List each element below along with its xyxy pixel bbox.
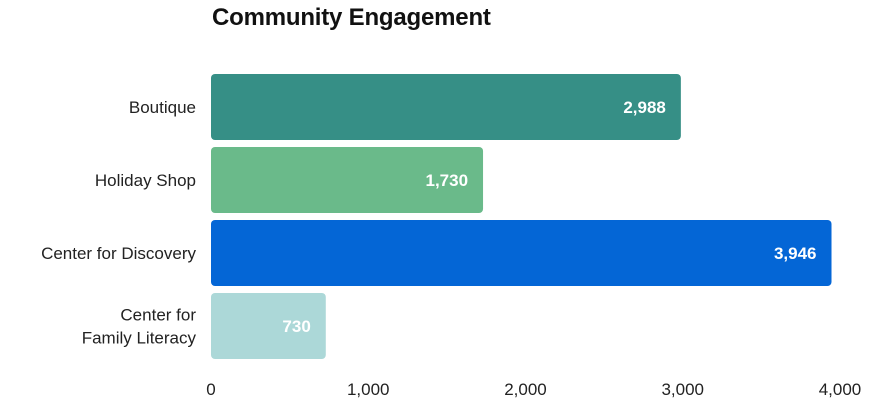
x-tick-label-2: 2,000 bbox=[504, 380, 547, 399]
bar-value-label-2: 3,946 bbox=[774, 244, 817, 263]
x-tick-label-0: 0 bbox=[206, 380, 215, 399]
x-tick-label-1: 1,000 bbox=[347, 380, 390, 399]
chart-title: Community Engagement bbox=[212, 4, 491, 31]
bar-3 bbox=[211, 293, 326, 359]
x-tick-label-3: 3,000 bbox=[661, 380, 704, 399]
bar-value-label-0: 2,988 bbox=[623, 98, 666, 117]
bar-1 bbox=[211, 147, 484, 213]
category-label-2: Center for Discovery bbox=[41, 244, 196, 263]
x-tick-label-4: 4,000 bbox=[819, 380, 862, 399]
bar-value-label-1: 1,730 bbox=[425, 171, 468, 190]
category-label-1: Holiday Shop bbox=[95, 171, 196, 190]
bar-0 bbox=[211, 74, 681, 140]
category-label-0: Boutique bbox=[129, 98, 196, 117]
bar-2 bbox=[211, 220, 832, 286]
category-label-3: Center for Family Literacy bbox=[82, 306, 197, 348]
bar-value-label-3: 730 bbox=[282, 317, 310, 336]
